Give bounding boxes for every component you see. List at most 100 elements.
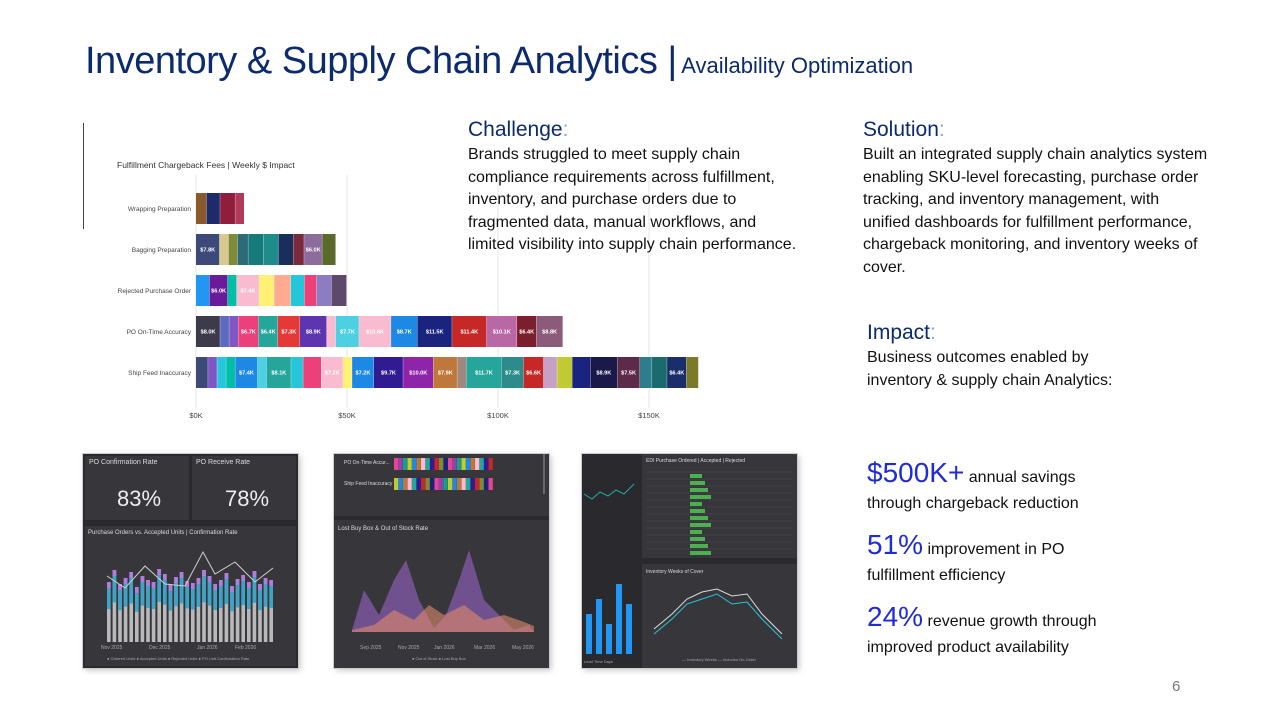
mini-bar: [202, 570, 206, 603]
mini-line-tile: Inventory Weeks of Cover — Inventory Wee…: [642, 564, 797, 668]
data-label: $8.0K: [201, 330, 216, 336]
mini-bar-segment: [461, 478, 466, 490]
mini-bar-segment: [470, 458, 475, 470]
bar-segment: [322, 234, 336, 265]
mini-bar: [269, 580, 273, 608]
mini-bar-segment: [421, 458, 426, 470]
mini-bar-segment: [448, 478, 453, 490]
mini-bar: [219, 580, 223, 586]
data-label: $7.8K: [200, 248, 215, 254]
mini-stacked-bars: [394, 454, 545, 494]
mini-chart-title: Purchase Orders vs. Accepted Units | Con…: [88, 530, 238, 536]
data-label: $10.0K: [409, 371, 427, 377]
bar-segment: [266, 357, 291, 388]
mini-chart-title: Inventory Weeks of Cover: [646, 569, 704, 575]
mini-xlabel: Feb 2026: [235, 645, 257, 651]
mini-bar: [235, 579, 240, 608]
data-label: $8.9K: [306, 330, 321, 336]
mini-bar-chart-left: [586, 584, 632, 654]
mini-bar: [207, 576, 212, 642]
data-label: $7.3K: [505, 371, 520, 377]
bar-segment: [417, 316, 452, 347]
bar-segment: [557, 357, 572, 388]
bar-segment: [196, 193, 207, 224]
mini-bar: [174, 577, 178, 642]
mini-bar: [252, 571, 257, 603]
mini-bar: [112, 570, 117, 642]
mini-table-title: EDI Purchase Ordered | Accepted | Reject…: [646, 458, 746, 464]
bar-segment: [667, 357, 687, 388]
mini-table-bar: [690, 481, 705, 485]
mini-bar: [241, 575, 245, 642]
mini-bar: [118, 584, 122, 642]
mini-bar: [224, 573, 229, 605]
mini-bar: [241, 575, 245, 606]
bar-segment: [686, 357, 699, 388]
mini-line: [583, 483, 635, 500]
mini-bar: [202, 570, 206, 642]
mini-bar-segment: [403, 478, 408, 490]
mini-table-bar: [690, 495, 711, 499]
thumbnail-lost-buy-box[interactable]: PO On-Time Accur... Ship Feed Inaccuracy…: [334, 454, 549, 668]
mini-bar: [168, 585, 173, 642]
mini-bar: [185, 581, 189, 642]
bar-segment: [238, 316, 259, 347]
kpi-value: 78%: [225, 486, 270, 511]
bar-segment: [263, 234, 279, 265]
mini-bar: [179, 572, 184, 642]
mini-bar-segment: [443, 478, 448, 490]
bar-segment: [335, 316, 359, 347]
mini-row-label: Ship Feed Inaccuracy: [344, 481, 393, 487]
thumbnail-weeks-of-cover[interactable]: EDI Purchase Ordered | Accepted | Reject…: [582, 454, 797, 668]
bar-segment: [457, 357, 466, 388]
bar-segment: [486, 316, 517, 347]
thumbnail-po-confirmation[interactable]: PO Confirmation Rate 83% PO Receive Rate…: [83, 454, 298, 668]
mini-bar-segment: [394, 478, 399, 490]
mini-line: [106, 550, 274, 589]
stat-efficiency: 51% improvement in PO fulfillment effici…: [867, 531, 1064, 589]
mini-row-label: PO On-Time Accur...: [344, 460, 390, 466]
bar-segment: [228, 234, 238, 265]
data-label: $7.7K: [340, 330, 355, 336]
bar-segment: [196, 316, 220, 347]
kpi-tile-receive: PO Receive Rate 78%: [192, 456, 296, 520]
data-label: $11.5K: [426, 330, 444, 336]
mini-weeks-line-chart: [653, 588, 783, 640]
slide-title: Inventory & Supply Chain Analytics | Ava…: [85, 40, 913, 83]
bar-segment: [523, 357, 544, 388]
bar-segment: [391, 316, 418, 347]
bar-segment: [293, 234, 304, 265]
mini-bar: [168, 585, 173, 611]
bar-segment: [433, 357, 457, 388]
mini-bar: [616, 584, 622, 654]
mini-table-bar: [690, 537, 705, 541]
page-number: 6: [1172, 678, 1181, 695]
data-label: $7.2K: [356, 371, 371, 377]
bar-segment: [206, 193, 220, 224]
mini-table-tile: EDI Purchase Ordered | Accepted | Reject…: [642, 454, 797, 558]
mini-bar: [213, 584, 217, 590]
mini-line: [653, 588, 783, 635]
bar-segment: [219, 234, 229, 265]
bar-segment: [352, 357, 374, 388]
bar-segment: [304, 234, 322, 265]
data-label: $10.1K: [493, 330, 511, 336]
mini-table-bar: [690, 502, 702, 506]
mini-bar-segment: [466, 458, 471, 470]
bar-segment: [248, 234, 264, 265]
mini-chart-tile: Purchase Orders vs. Accepted Units | Con…: [85, 526, 296, 666]
mini-bar-segment: [479, 478, 484, 490]
data-label: $7.4K: [239, 371, 254, 377]
mini-xlabel: Jan 2026: [434, 645, 455, 651]
mini-bar: [151, 582, 156, 588]
data-label: $6.6K: [526, 371, 541, 377]
solution-body: Built an integrated supply chain analyti…: [863, 146, 1208, 276]
mini-bar: [163, 574, 167, 580]
mini-bar: [179, 572, 184, 604]
bar-segment: [291, 357, 303, 388]
bar-segment: [290, 275, 305, 306]
mini-chart-title: Lost Buy Box & Out of Stock Rate: [338, 526, 429, 532]
solution-colon: :: [938, 118, 945, 141]
bar-segment: [236, 275, 259, 306]
mini-bar: [606, 624, 612, 654]
